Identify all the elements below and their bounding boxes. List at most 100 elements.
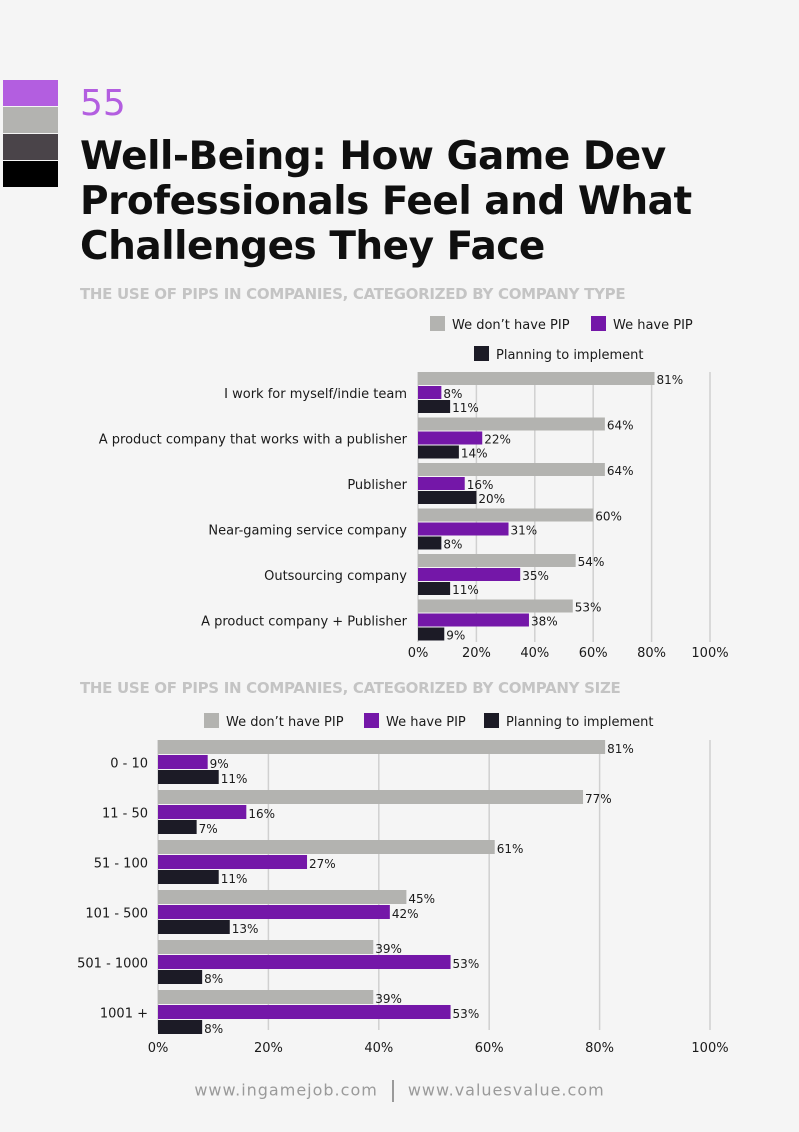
bar-have-pip-101-500 [158, 905, 390, 919]
data-label-have-pip-11-50: 16% [248, 807, 275, 821]
bar-planning-near-gaming-service-company [418, 536, 442, 550]
data-label-not-have-pip-101-500: 45% [408, 892, 435, 906]
bar-planning-outsourcing-company [418, 582, 451, 595]
color-swatch-purple [3, 80, 58, 106]
data-label-not-have-pip-outsourcing-company: 54% [578, 555, 605, 569]
bar-not-have-pip-near-gaming-service-company [418, 508, 594, 522]
data-label-not-have-pip-a-product-company-that-works-with-a-publisher: 64% [607, 419, 634, 433]
color-swatch-black [3, 161, 58, 187]
x-tick-label: 40% [364, 1041, 393, 1056]
legend-swatch-planning [484, 713, 499, 728]
bar-not-have-pip-51-100 [158, 840, 495, 854]
data-label-planning-outsourcing-company: 11% [452, 583, 479, 597]
bar-not-have-pip-a-product-company-that-works-with-a-publisher [418, 417, 605, 431]
category-label-near-gaming-service-company: Near-gaming service company [208, 524, 407, 539]
data-label-have-pip-0-10: 9% [210, 757, 229, 771]
category-label-outsourcing-company: Outsourcing company [264, 569, 407, 584]
data-label-not-have-pip-1001: 39% [375, 992, 402, 1006]
bar-planning-51-100 [158, 870, 219, 884]
bar-planning-publisher [418, 491, 477, 504]
bar-not-have-pip-1001 [158, 990, 374, 1004]
legend-swatch-planning [474, 346, 489, 361]
bar-not-have-pip-11-50 [158, 790, 584, 804]
bar-planning-i-work-for-myself-indie-team [418, 400, 451, 413]
color-swatch-gray [3, 107, 58, 133]
bar-have-pip-501-1000 [158, 955, 451, 969]
x-tick-label: 0% [148, 1041, 169, 1056]
bar-have-pip-publisher [418, 477, 465, 490]
data-label-planning-i-work-for-myself-indie-team: 11% [452, 401, 479, 415]
data-label-have-pip-51-100: 27% [309, 857, 336, 871]
data-label-have-pip-501-1000: 53% [453, 957, 480, 971]
bar-not-have-pip-101-500 [158, 890, 407, 904]
bar-have-pip-51-100 [158, 855, 308, 869]
x-tick-label: 20% [462, 646, 491, 661]
x-tick-label: 100% [691, 1041, 728, 1056]
bar-not-have-pip-publisher [418, 463, 605, 476]
data-label-planning-a-product-company-publisher: 9% [446, 629, 465, 643]
footer: www.ingamejob.com www.valuesvalue.com [0, 1080, 799, 1102]
data-label-planning-101-500: 13% [232, 922, 259, 936]
legend-swatch-not-have-pip [204, 713, 219, 728]
data-label-not-have-pip-11-50: 77% [585, 792, 612, 806]
data-label-planning-1001: 8% [204, 1022, 223, 1036]
footer-separator [391, 1080, 394, 1102]
category-label-0-10: 0 - 10 [110, 757, 148, 772]
bar-planning-a-product-company-publisher [418, 627, 445, 641]
data-label-planning-0-10: 11% [221, 772, 248, 786]
data-label-planning-11-50: 7% [199, 822, 218, 836]
data-label-planning-51-100: 11% [221, 872, 248, 886]
chart-title-company-type: THE USE OF PIPS IN COMPANIES, CATEGORIZE… [80, 285, 626, 303]
bar-planning-11-50 [158, 820, 197, 834]
category-label-publisher: Publisher [347, 478, 407, 493]
category-label-501-1000: 501 - 1000 [77, 957, 148, 972]
data-label-planning-publisher: 20% [478, 492, 505, 506]
category-label-101-500: 101 - 500 [85, 907, 148, 922]
bar-not-have-pip-501-1000 [158, 940, 374, 954]
x-tick-label: 40% [520, 646, 549, 661]
bar-have-pip-a-product-company-publisher [418, 613, 529, 627]
chart-company-size: 0% 20% 40% 60% 80% 100% We don’t have PIP We ha… [77, 713, 729, 1056]
category-label-1001: 1001 + [100, 1007, 148, 1022]
bar-have-pip-outsourcing-company [418, 568, 521, 581]
bar-not-have-pip-i-work-for-myself-indie-team [418, 372, 655, 385]
bar-have-pip-11-50 [158, 805, 247, 819]
bar-planning-1001 [158, 1020, 203, 1034]
footer-site-valuesvalue[interactable]: www.valuesvalue.com [407, 1080, 605, 1100]
bar-not-have-pip-0-10 [158, 740, 606, 754]
legend-label-planning: Planning to implement [496, 348, 643, 363]
x-tick-label: 0% [408, 646, 429, 661]
x-tick-label: 100% [691, 646, 728, 661]
bar-planning-a-product-company-that-works-with-a-publisher [418, 445, 459, 459]
data-label-have-pip-i-work-for-myself-indie-team: 8% [443, 387, 462, 401]
x-tick-label: 80% [585, 1041, 614, 1056]
legend-swatch-have-pip [364, 713, 379, 728]
legend-label-not-have-pip: We don’t have PIP [226, 715, 344, 730]
bar-have-pip-near-gaming-service-company [418, 522, 509, 536]
data-label-have-pip-101-500: 42% [392, 907, 419, 921]
x-tick-label: 80% [637, 646, 666, 661]
data-label-not-have-pip-501-1000: 39% [375, 942, 402, 956]
bar-have-pip-a-product-company-that-works-with-a-publisher [418, 431, 483, 445]
legend-label-planning: Planning to implement [506, 715, 653, 730]
bar-have-pip-i-work-for-myself-indie-team [418, 386, 442, 399]
footer-site-ingamejob[interactable]: www.ingamejob.com [194, 1080, 378, 1100]
chart-title-company-size: THE USE OF PIPS IN COMPANIES, CATEGORIZE… [80, 679, 621, 697]
category-label-i-work-for-myself-indie-team: I work for myself/indie team [224, 387, 407, 402]
bar-not-have-pip-a-product-company-publisher [418, 599, 573, 613]
data-label-have-pip-near-gaming-service-company: 31% [511, 524, 538, 538]
data-label-not-have-pip-i-work-for-myself-indie-team: 81% [657, 373, 684, 387]
data-label-have-pip-a-product-company-publisher: 38% [531, 615, 558, 629]
data-label-have-pip-a-product-company-that-works-with-a-publisher: 22% [484, 433, 511, 447]
data-label-planning-a-product-company-that-works-with-a-publisher: 14% [461, 447, 488, 461]
legend-label-have-pip: We have PIP [386, 715, 466, 730]
bar-have-pip-1001 [158, 1005, 451, 1019]
bar-planning-101-500 [158, 920, 230, 934]
legend-swatch-have-pip [591, 316, 606, 331]
data-label-planning-near-gaming-service-company: 8% [443, 538, 462, 552]
legend-label-not-have-pip: We don’t have PIP [452, 318, 570, 333]
chart-company-type: 0% 20% 40% 60% 80% 100% We don’t have PIP We ha… [99, 316, 729, 661]
data-label-have-pip-1001: 53% [453, 1007, 480, 1021]
page-number: 55 [80, 83, 126, 124]
bar-planning-0-10 [158, 770, 219, 784]
